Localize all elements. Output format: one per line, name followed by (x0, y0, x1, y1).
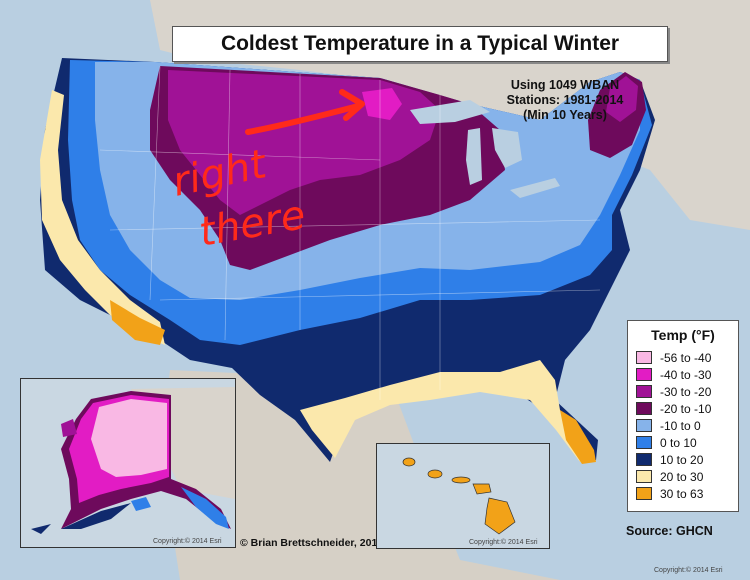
legend-item: -56 to -40 (636, 349, 738, 366)
legend-swatch (636, 453, 652, 466)
station-note-line1: Using 1049 WBAN (510, 78, 620, 92)
red-arrow-shaft (245, 103, 361, 135)
source-credit: Source: GHCN (626, 524, 713, 538)
lake-superior (410, 100, 490, 124)
legend-swatch (636, 402, 652, 415)
red-arrow-annotation (245, 89, 365, 135)
legend-swatch (636, 470, 652, 483)
legend-rows: -56 to -40 -40 to -30 -30 to -20 -20 to -10… (628, 349, 738, 502)
big-island (484, 497, 516, 535)
lake-huron (492, 128, 522, 168)
legend-item: -20 to -10 (636, 400, 738, 417)
legend-label: -40 to -30 (660, 367, 712, 382)
minnesota-zone-minus40-to-minus30 (362, 88, 402, 120)
legend-item: -40 to -30 (636, 366, 738, 383)
legend-swatch (636, 368, 652, 381)
lake-michigan (466, 128, 482, 185)
alaska-map: Copyright:© 2014 Esri (21, 379, 235, 547)
legend-swatch (636, 487, 652, 500)
hawaii-copyright: Copyright:© 2014 Esri (469, 538, 538, 546)
legend-swatch (636, 385, 652, 398)
red-arrow-head (339, 89, 365, 121)
legend-label: -56 to -40 (660, 350, 712, 365)
state-borders (99, 65, 601, 400)
hawaii-ocean (377, 444, 549, 548)
mexico-land (160, 370, 560, 580)
author-credit: © Brian Brettschneider, 2015 (240, 537, 384, 549)
florida-zone-30-to-63 (560, 410, 596, 464)
legend-item: 10 to 20 (636, 451, 738, 468)
alaska-copyright: Copyright:© 2014 Esri (153, 537, 222, 545)
legend-label: -20 to -10 (660, 401, 712, 416)
station-note-line3: (Min 10 Years) (523, 108, 607, 122)
map-title: Coldest Temperature in a Typical Winter (220, 32, 620, 55)
kauai-island (402, 457, 416, 467)
main-copyright: Copyright:© 2014 Esri (654, 566, 723, 574)
alaska-inset: Copyright:© 2014 Esri (20, 378, 236, 548)
title-box: Coldest Temperature in a Typical Winter (172, 26, 668, 62)
legend-swatch (636, 419, 652, 432)
oahu-island (427, 469, 443, 479)
molokai-island (451, 476, 471, 484)
legend-title: Temp (°F) (651, 327, 715, 343)
legend-item: 0 to 10 (636, 434, 738, 451)
legend-label: 20 to 30 (660, 469, 704, 484)
legend-label: -30 to -20 (660, 384, 712, 399)
aleutians (31, 524, 51, 534)
legend-item: -30 to -20 (636, 383, 738, 400)
legend-item: 30 to 63 (636, 485, 738, 502)
lake-erie (510, 178, 560, 198)
station-note-line2: Stations: 1981-2014 (506, 93, 624, 107)
maui-island (472, 483, 492, 495)
gulf-coast-zone-20-to-30 (300, 360, 595, 462)
hawaii-inset: Copyright:© 2014 Esri (376, 443, 550, 549)
seward-zone-minus30-to-minus20 (61, 419, 77, 437)
legend-item: 20 to 30 (636, 468, 738, 485)
socal-zone-30-to-63 (110, 300, 165, 345)
legend-swatch (636, 351, 652, 364)
alaska-zone-minus56-to-minus40 (91, 399, 167, 477)
legend-label: 30 to 63 (660, 486, 704, 501)
alaska-panhandle-zone-0-to-10 (181, 487, 229, 529)
legend-label: 10 to 20 (660, 452, 704, 467)
legend-label: 0 to 10 (660, 435, 697, 450)
legend: Temp (°F) -56 to -40 -40 to -30 -30 to -20… (627, 320, 739, 512)
kodiak-zone-0-to-10 (131, 497, 151, 511)
west-coast-zone-20-to-30 (40, 90, 165, 345)
maine-zone-minus30-to-minus20 (606, 76, 638, 122)
legend-label: -10 to 0 (660, 418, 701, 433)
station-note: Using 1049 WBAN Stations: 1981-2014 (Min… (500, 78, 630, 123)
legend-item: -10 to 0 (636, 417, 738, 434)
alaska-peninsula-zone-10-to-20 (61, 503, 131, 529)
hawaii-map: Copyright:© 2014 Esri (377, 444, 549, 548)
legend-swatch (636, 436, 652, 449)
